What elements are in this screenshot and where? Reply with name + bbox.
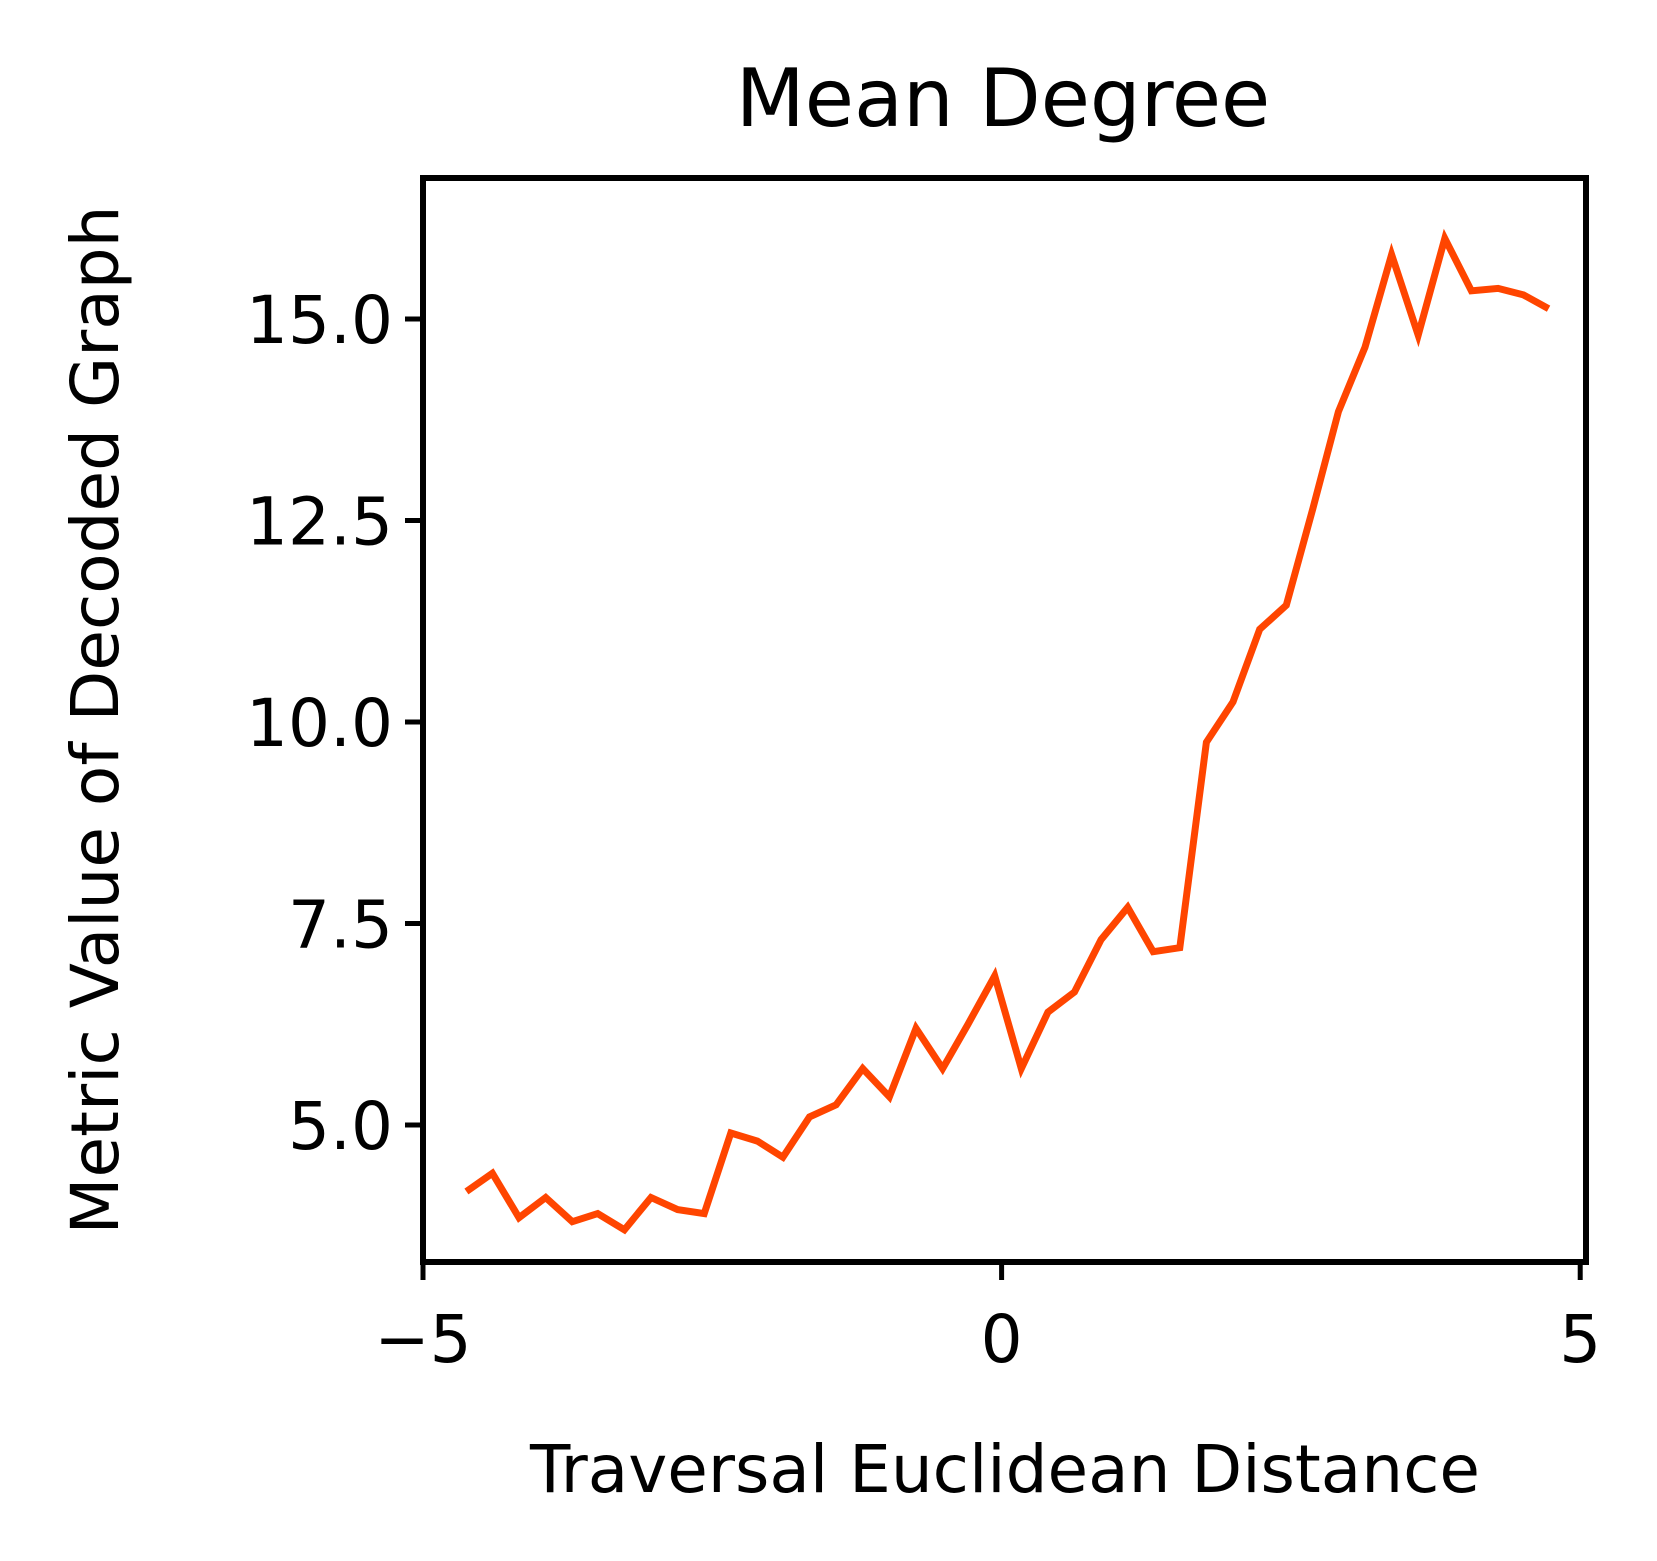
series-layer [464,228,1551,1235]
x-tick-label: 0 [981,1301,1023,1378]
x-axis-ticks: −5 0 5 [374,1262,1601,1378]
y-tick-label: 10.0 [246,685,393,762]
x-tick-label: 5 [1559,1301,1601,1378]
y-axis-ticks: 5.0 7.5 10.0 12.5 15.0 [246,282,423,1165]
chart-title: Mean Degree [736,52,1271,145]
series-line [464,228,1551,1235]
x-axis-label: Traversal Euclidean Distance [529,1431,1480,1508]
y-tick-label: 15.0 [246,282,393,359]
plot-frame [420,175,1589,1265]
y-tick-label: 5.0 [288,1088,393,1165]
x-tick-label: −5 [374,1301,471,1378]
y-axis-label: Metric Value of Decoded Graph [57,206,134,1235]
y-tick-label: 7.5 [288,887,393,964]
y-tick-label: 12.5 [246,484,393,561]
